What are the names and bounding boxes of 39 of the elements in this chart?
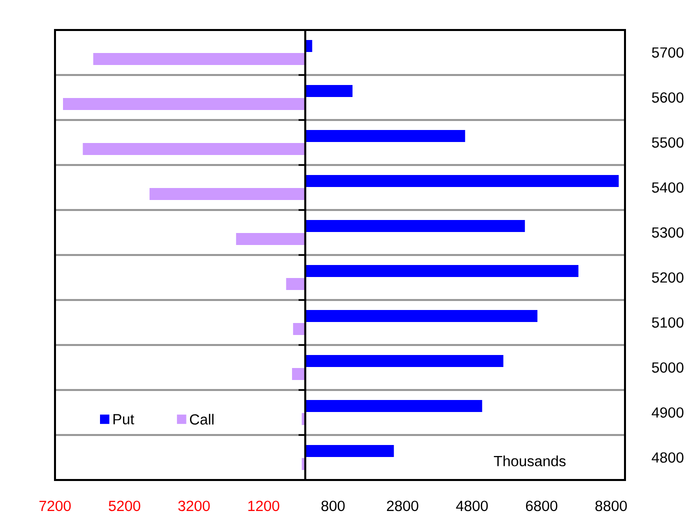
bar	[305, 84, 353, 97]
x-tick-label: 5200	[108, 500, 140, 512]
bar	[292, 368, 306, 380]
x-tick-label: 4800	[456, 500, 488, 512]
x-tick-label: 8800	[595, 500, 627, 512]
x-tick-label: 6800	[526, 500, 558, 512]
y-tick-label: 4800	[652, 452, 684, 463]
bar	[305, 220, 525, 232]
bar	[305, 354, 504, 367]
legend-label: Call	[190, 414, 214, 425]
y-tick-label: 5700	[652, 47, 684, 58]
bar	[305, 264, 578, 277]
y-tick-label: 5500	[652, 137, 684, 148]
bar	[305, 130, 466, 142]
bar	[150, 188, 306, 200]
y-tick-label: 4900	[652, 407, 684, 418]
x-tick-label: 800	[321, 500, 345, 512]
y-tick-label: 5200	[652, 272, 684, 283]
bar	[305, 400, 482, 412]
y-tick-label: 5100	[652, 317, 684, 328]
y-tick-label: 5000	[652, 362, 684, 373]
y-tick-label: 5300	[652, 227, 684, 238]
x-tick-label: 1200	[248, 500, 280, 512]
bar	[82, 143, 306, 156]
x-tick-label: 7200	[39, 500, 71, 512]
bar	[286, 278, 306, 290]
bar	[236, 233, 306, 246]
bar	[62, 98, 306, 110]
annotation: Thousands	[494, 456, 566, 466]
bar	[305, 310, 538, 322]
x-tick-label: 3200	[178, 500, 210, 512]
y-tick-label: 5400	[652, 182, 684, 193]
bar	[293, 323, 306, 336]
bar	[305, 444, 394, 457]
x-tick-label: 2800	[386, 500, 418, 512]
bar	[305, 174, 619, 187]
bar	[93, 53, 306, 66]
legend-label: Put	[113, 414, 134, 424]
y-tick-label: 5600	[652, 92, 684, 103]
